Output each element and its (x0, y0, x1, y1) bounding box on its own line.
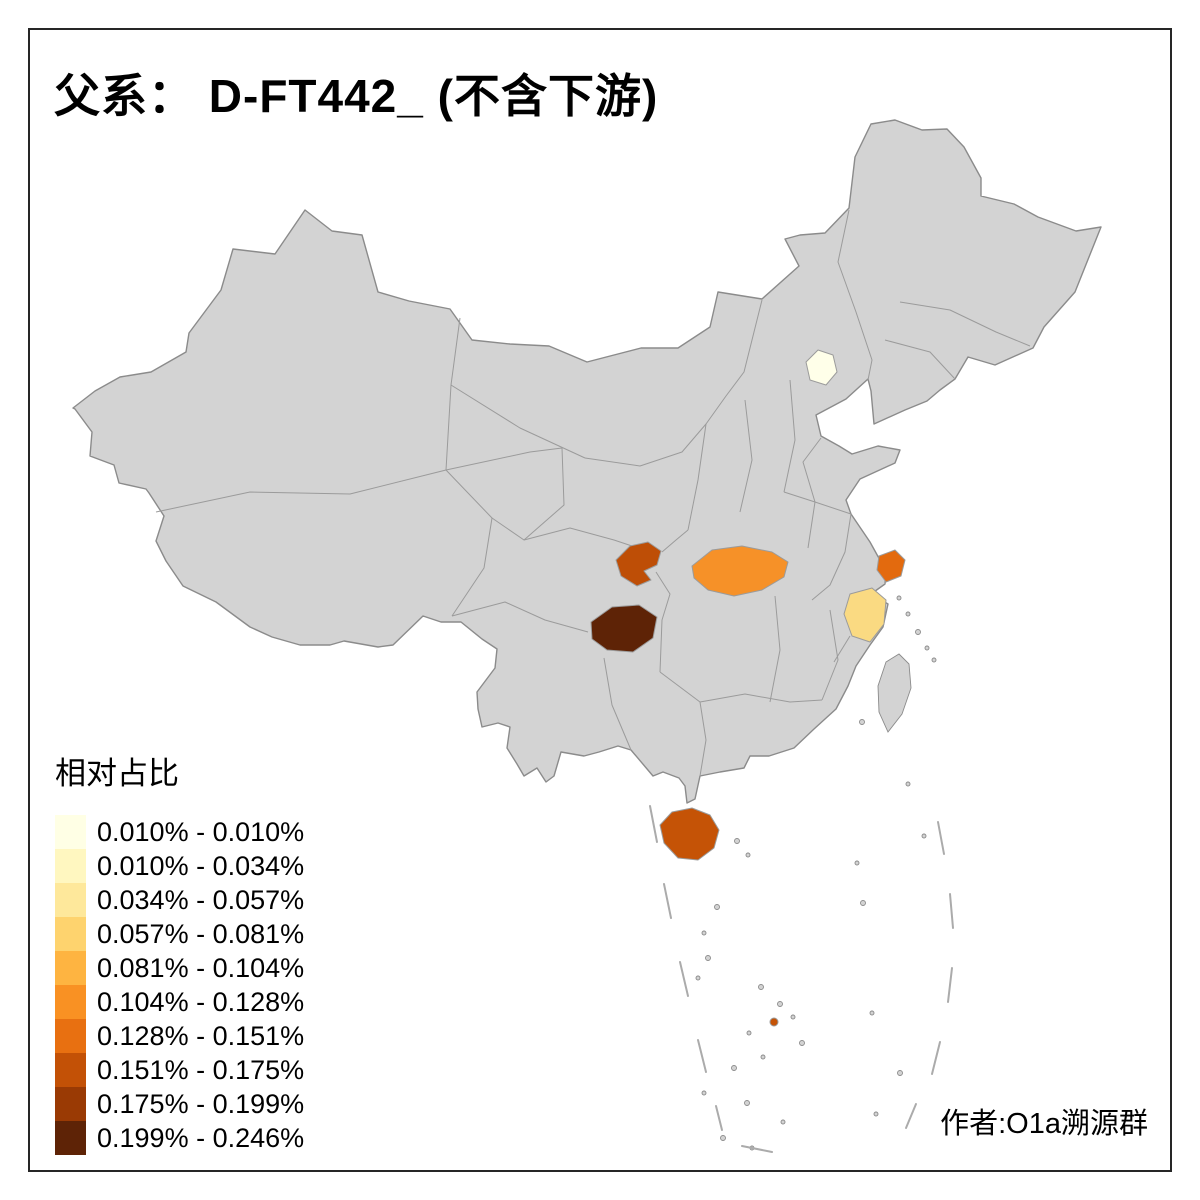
legend-item: 0.010% - 0.034% (55, 849, 304, 883)
region-beijing (805, 349, 838, 386)
region-guizhou (590, 604, 658, 653)
legend-item: 0.128% - 0.151% (55, 1019, 304, 1053)
colored-regions (590, 349, 906, 1027)
legend-swatch (55, 815, 86, 849)
legend-label: 0.175% - 0.199% (97, 1088, 305, 1119)
legend-label: 0.034% - 0.057% (97, 884, 305, 915)
region-hubei (691, 545, 789, 597)
region-chongqing (615, 541, 662, 587)
legend-label: 0.151% - 0.175% (97, 1054, 305, 1085)
legend-items: 0.010% - 0.010% 0.010% - 0.034% 0.034% -… (55, 815, 304, 1155)
legend-swatch (55, 1053, 86, 1087)
taiwan-island (877, 653, 912, 733)
island-specks (695, 595, 937, 1151)
legend-item: 0.175% - 0.199% (55, 1087, 304, 1121)
legend-swatch (55, 883, 86, 917)
legend-swatch (55, 1087, 86, 1121)
legend-item: 0.199% - 0.246% (55, 1121, 304, 1155)
legend-swatch (55, 1019, 86, 1053)
legend-swatch (55, 985, 86, 1019)
legend-item: 0.034% - 0.057% (55, 883, 304, 917)
legend-label: 0.057% - 0.081% (97, 918, 305, 949)
province-borders (155, 209, 1031, 777)
legend-item: 0.104% - 0.128% (55, 985, 304, 1019)
legend-item: 0.151% - 0.175% (55, 1053, 304, 1087)
region-hainan (659, 807, 720, 861)
legend-label: 0.104% - 0.128% (97, 986, 305, 1017)
region-south-sea-islet (769, 1017, 779, 1027)
region-zhejiang (843, 587, 887, 643)
legend-swatch (55, 1121, 86, 1155)
legend-label: 0.010% - 0.034% (97, 850, 305, 881)
legend-label: 0.199% - 0.246% (97, 1122, 305, 1153)
legend-label: 0.081% - 0.104% (97, 952, 305, 983)
figure-title: 父系： D-FT442_ (不含下游) (54, 70, 659, 122)
legend-label: 0.010% - 0.010% (97, 816, 305, 847)
legend-item: 0.081% - 0.104% (55, 951, 304, 985)
attribution: 作者:O1a溯源群 (940, 1108, 1148, 1140)
legend-label: 0.128% - 0.151% (97, 1020, 305, 1051)
legend-swatch (55, 849, 86, 883)
legend-title: 相对占比 (55, 756, 179, 791)
legend: 相对占比 0.010% - 0.010% 0.010% - 0.034% 0.0… (55, 748, 304, 1155)
legend-item: 0.057% - 0.081% (55, 917, 304, 951)
china-mainland (72, 119, 1102, 804)
legend-swatch (55, 951, 86, 985)
legend-swatch (55, 917, 86, 951)
region-shanghai (876, 549, 906, 583)
legend-item: 0.010% - 0.010% (55, 815, 304, 849)
nine-dash-line (649, 805, 954, 1153)
